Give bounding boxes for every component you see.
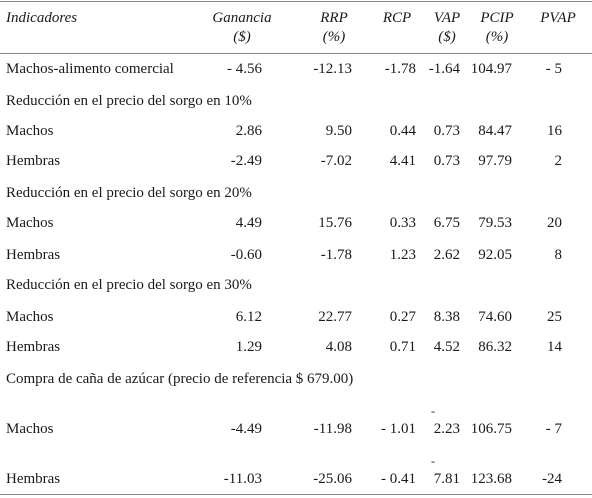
header-vap: VAP ($) [407,9,487,47]
cell-rcp: -1.78 [384,61,416,77]
cell-rcp: 0.33 [389,215,416,231]
cell-ganancia: 4.49 [235,215,262,231]
header-rrp: RRP (%) [294,9,374,47]
vap-dash-mark: - [431,454,435,468]
bottom-rule [0,494,592,495]
cell-vap: 7.81 [433,471,460,487]
section-heading: Reducción en el precio del sorgo en 20% [6,185,252,201]
header-rule [0,53,592,54]
section-heading: Compra de caña de azúcar (precio de refe… [6,371,354,387]
cell-vap: 0.73 [433,123,460,139]
section-heading: Reducción en el precio del sorgo en 30% [6,277,252,293]
header-unit: ($) [233,29,251,45]
row-label: Hembras [6,153,61,169]
cell-pcip: 106.75 [470,421,512,437]
cell-pcip: 97.79 [478,153,512,169]
header-rcp: RCP [357,9,437,28]
cell-pvap: 20 [547,215,562,231]
cell-rrp: 22.77 [318,309,352,325]
cell-pvap: - 7 [545,421,562,437]
cell-ganancia: -2.49 [230,153,262,169]
cell-pcip: 92.05 [478,247,512,263]
header-pcip: PCIP (%) [457,9,537,47]
cell-pcip: 104.97 [470,61,512,77]
cell-vap: 8.38 [433,309,460,325]
row-label: Machos-alimento comercial [6,61,174,77]
cell-rrp: -12.13 [313,61,352,77]
cell-rcp: - 1.01 [381,421,416,437]
cell-pcip: 74.60 [478,309,512,325]
cell-vap: 6.75 [433,215,460,231]
cell-rrp: -7.02 [320,153,352,169]
cell-vap: 2.23 [433,421,460,437]
cell-rrp: -25.06 [313,471,352,487]
cell-pvap: 25 [547,309,562,325]
cell-rrp: 4.08 [325,339,352,355]
cell-rcp: 1.23 [389,247,416,263]
header-pvap: PVAP [518,9,592,28]
cell-pvap: - 5 [545,61,562,77]
cell-vap: 2.62 [433,247,460,263]
cell-ganancia: -11.03 [223,471,262,487]
header-ganancia: Ganancia ($) [202,9,282,47]
cell-ganancia: 1.29 [235,339,262,355]
cell-pvap: 8 [554,247,563,263]
cell-pvap: 16 [547,123,562,139]
header-name: RCP [382,10,412,26]
cell-ganancia: -4.49 [230,421,262,437]
row-label: Hembras [6,247,61,263]
row-label: Hembras [6,339,61,355]
top-rule [0,1,592,2]
cell-pcip: 86.32 [478,339,512,355]
cell-rcp: 0.71 [389,339,416,355]
header-unit: ($) [438,29,456,45]
header-name: PVAP [540,10,576,26]
row-label: Machos [6,421,54,437]
cell-ganancia: 6.12 [235,309,262,325]
row-label: Machos [6,309,54,325]
cell-rrp: 15.76 [318,215,352,231]
row-label: Machos [6,123,54,139]
cell-pvap: 14 [547,339,562,355]
cell-pcip: 79.53 [478,215,512,231]
cell-ganancia: -0.60 [230,247,262,263]
header-unit: (%) [485,29,509,45]
cell-rrp: 9.50 [325,123,352,139]
cell-ganancia: 2.86 [235,123,262,139]
cell-rcp: 0.44 [389,123,416,139]
header-unit: (%) [322,29,346,45]
header-name: Ganancia [212,10,272,26]
cell-vap: 4.52 [433,339,460,355]
cell-vap: 0.73 [433,153,460,169]
cell-rcp: - 0.41 [381,471,416,487]
cell-pvap: 2 [554,153,563,169]
row-label: Hembras [6,471,61,487]
cell-pcip: 123.68 [470,471,512,487]
cell-ganancia: - 4.56 [227,61,262,77]
cell-pcip: 84.47 [478,123,512,139]
header-name: RRP [320,10,348,26]
cell-rcp: 4.41 [389,153,416,169]
header-indicadores: Indicadores [6,10,78,26]
vap-dash-mark: - [431,404,435,418]
section-heading: Reducción en el precio del sorgo en 10% [6,93,252,109]
header-name: PCIP [480,10,514,26]
cell-vap: -1.64 [428,61,460,77]
cell-pvap: -24 [542,471,562,487]
cell-rrp: -1.78 [320,247,352,263]
row-label: Machos [6,215,54,231]
cell-rcp: 0.27 [389,309,416,325]
cell-rrp: -11.98 [313,421,352,437]
header-name: VAP [433,10,461,26]
